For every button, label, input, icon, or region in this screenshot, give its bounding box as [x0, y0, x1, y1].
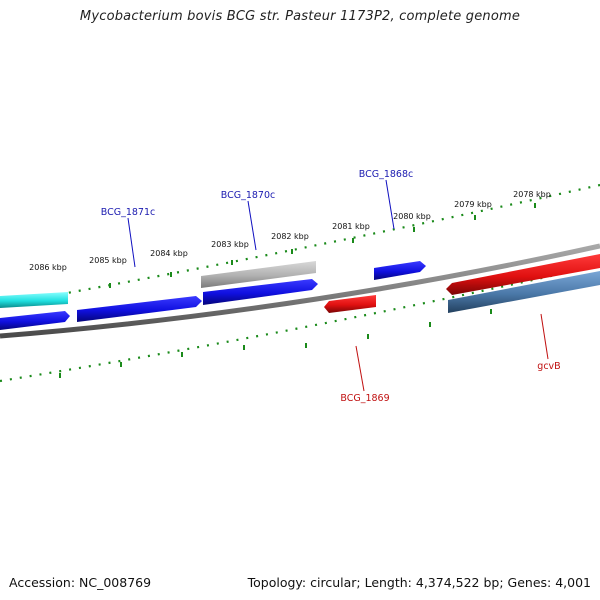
gene-bcg-1871c[interactable] — [77, 296, 202, 322]
label-connectors — [127, 179, 549, 392]
gene-labels: BCG_1871c BCG_1870c BCG_1868c BCG_1869 g… — [101, 169, 561, 404]
gene-label-bcg-1868c[interactable]: BCG_1868c — [359, 169, 414, 180]
tick-label: 2079 kbp — [454, 200, 492, 209]
gene-gcvb[interactable] — [446, 254, 600, 295]
gene-cyan[interactable] — [0, 292, 68, 308]
gene-bcg-1870c-pseudo[interactable] — [201, 261, 316, 288]
gene-label-bcg-1871c[interactable]: BCG_1871c — [101, 207, 156, 218]
gene-forward-mid[interactable] — [203, 279, 318, 305]
map-title: Mycobacterium bovis BCG str. Pasteur 117… — [79, 9, 521, 24]
tick-label: 2084 kbp — [150, 249, 188, 258]
reverse-major-ticks — [59, 309, 492, 378]
accession-label: Accession: NC_008769 — [9, 575, 152, 590]
gene-bcg-1869[interactable] — [324, 295, 376, 313]
tick-labels: 2086 kbp 2085 kbp 2084 kbp 2083 kbp 2082… — [29, 190, 551, 272]
gene-forward-left[interactable] — [0, 311, 70, 330]
tick-label: 2083 kbp — [211, 240, 249, 249]
topology-label: Topology: circular; Length: 4,374,522 bp… — [247, 575, 591, 590]
connector-bcg-1869 — [355, 345, 365, 392]
tick-label: 2081 kbp — [332, 222, 370, 231]
connector-bcg-1868c — [385, 179, 395, 230]
tick-label: 2086 kbp — [29, 263, 67, 272]
tick-label: 2080 kbp — [393, 212, 431, 221]
tick-label: 2082 kbp — [271, 232, 309, 241]
connector-gcvb — [540, 313, 549, 360]
gene-label-bcg-1869[interactable]: BCG_1869 — [340, 393, 389, 404]
connector-bcg-1871c — [127, 217, 136, 268]
connector-bcg-1870c — [247, 200, 257, 251]
genome-backbone — [0, 243, 600, 339]
tick-label: 2078 kbp — [513, 190, 551, 199]
tick-label: 2085 kbp — [89, 256, 127, 265]
gene-label-bcg-1870c[interactable]: BCG_1870c — [221, 190, 276, 201]
gene-bcg-1868c[interactable] — [374, 261, 426, 280]
gene-steel[interactable] — [448, 271, 600, 313]
gene-label-gcvb[interactable]: gcvB — [537, 361, 560, 372]
